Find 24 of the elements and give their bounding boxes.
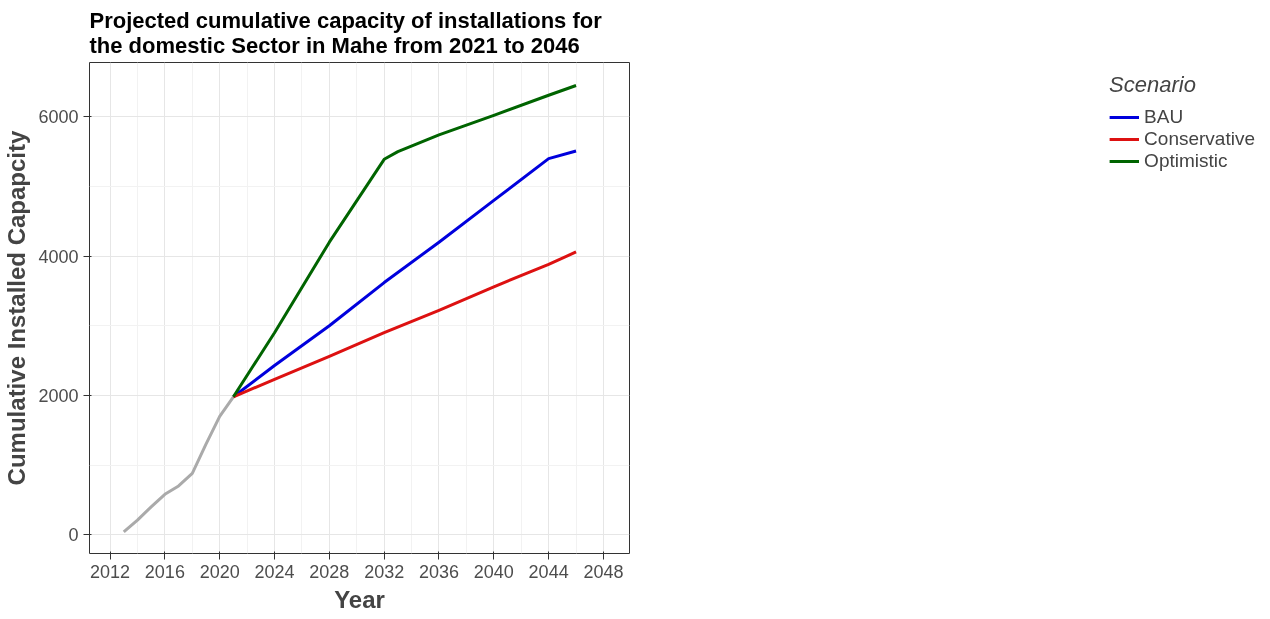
y-tick-label: 2000 (38, 385, 79, 406)
legend-label: Optimistic (1144, 150, 1228, 172)
line-series (231, 250, 578, 399)
y-axis-title: Cumulative Installed Capapcity (3, 129, 31, 486)
x-tick-label: 2012 (90, 561, 131, 582)
chart-title: Projected cumulative capacity of installations for the domestic Sector in Mahe from 2021 to 2046 (89, 7, 603, 58)
legend-title: Scenario (1109, 72, 1197, 98)
y-tick-label: 0 (68, 525, 79, 546)
line-series (231, 83, 578, 399)
legend-label: BAU (1144, 106, 1184, 128)
line-series (122, 395, 235, 534)
x-tick-label: 2028 (309, 561, 350, 582)
x-tick-label: 2020 (199, 561, 240, 582)
x-tick-label: 2024 (254, 561, 295, 582)
x-tick-label: 2044 (528, 561, 569, 582)
legend-label: Conservative (1144, 128, 1255, 150)
x-tick-label: 2032 (364, 561, 405, 582)
y-tick-label: 4000 (38, 246, 79, 267)
x-tick-label: 2036 (418, 561, 460, 582)
x-tick-label: 2040 (473, 561, 514, 582)
x-axis-title: Year (334, 585, 385, 613)
x-tick-label: 2048 (583, 561, 624, 582)
y-tick-label: 6000 (38, 107, 79, 128)
x-tick-label: 2016 (144, 561, 185, 582)
